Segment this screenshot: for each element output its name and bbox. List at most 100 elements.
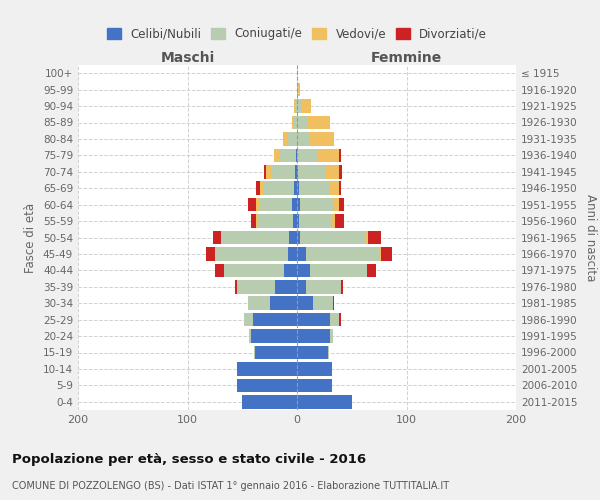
Bar	[271, 165, 295, 178]
Bar	[237, 378, 297, 392]
Bar	[298, 165, 325, 178]
Bar	[382, 247, 392, 260]
Bar	[297, 116, 308, 129]
Bar	[297, 83, 298, 96]
Bar	[298, 83, 300, 96]
Bar	[256, 214, 257, 228]
Bar	[297, 346, 328, 359]
Bar	[292, 198, 297, 211]
Bar	[297, 182, 299, 195]
Bar	[333, 198, 338, 211]
Bar	[330, 330, 333, 343]
Bar	[284, 264, 297, 277]
Bar	[295, 165, 297, 178]
Bar	[260, 182, 263, 195]
Bar	[330, 313, 338, 326]
Bar	[292, 116, 294, 129]
Bar	[206, 247, 215, 260]
Bar	[297, 280, 306, 293]
Bar	[341, 280, 343, 293]
Bar	[297, 296, 313, 310]
Bar	[259, 198, 292, 211]
Bar	[335, 214, 344, 228]
Bar	[212, 231, 221, 244]
Bar	[215, 247, 288, 260]
Bar	[367, 264, 376, 277]
Bar	[297, 198, 300, 211]
Bar	[330, 182, 338, 195]
Bar	[256, 198, 259, 211]
Text: Maschi: Maschi	[160, 51, 215, 65]
Bar	[306, 280, 341, 293]
Bar	[297, 247, 306, 260]
Bar	[251, 214, 256, 228]
Bar	[338, 165, 342, 178]
Bar	[368, 231, 382, 244]
Bar	[288, 132, 297, 145]
Bar	[264, 165, 266, 178]
Bar	[294, 100, 295, 113]
Bar	[289, 231, 297, 244]
Bar	[257, 214, 293, 228]
Bar	[338, 148, 341, 162]
Bar	[266, 165, 271, 178]
Bar	[294, 116, 297, 129]
Bar	[251, 330, 297, 343]
Bar	[237, 362, 297, 376]
Bar	[248, 198, 256, 211]
Text: Femmine: Femmine	[371, 51, 442, 65]
Y-axis label: Anni di nascita: Anni di nascita	[584, 194, 597, 281]
Y-axis label: Fasce di età: Fasce di età	[25, 202, 37, 272]
Bar	[248, 296, 269, 310]
Bar	[338, 313, 341, 326]
Bar	[297, 231, 300, 244]
Bar	[269, 296, 297, 310]
Bar	[306, 247, 380, 260]
Bar	[274, 148, 280, 162]
Bar	[215, 264, 224, 277]
Bar	[263, 182, 294, 195]
Bar	[224, 264, 284, 277]
Bar	[249, 330, 251, 343]
Bar	[333, 296, 334, 310]
Bar	[280, 148, 296, 162]
Bar	[288, 247, 297, 260]
Bar	[302, 100, 311, 113]
Bar	[275, 280, 297, 293]
Bar	[297, 132, 310, 145]
Bar	[332, 214, 335, 228]
Bar	[338, 182, 341, 195]
Bar	[242, 395, 297, 408]
Bar	[221, 231, 289, 244]
Bar	[310, 132, 334, 145]
Bar	[297, 214, 299, 228]
Bar	[313, 296, 333, 310]
Bar	[297, 100, 302, 113]
Bar	[317, 148, 338, 162]
Text: Popolazione per età, sesso e stato civile - 2016: Popolazione per età, sesso e stato civil…	[12, 452, 366, 466]
Bar	[310, 264, 367, 277]
Bar	[300, 198, 333, 211]
Bar	[244, 313, 253, 326]
Bar	[297, 313, 330, 326]
Bar	[283, 132, 288, 145]
Bar	[254, 346, 256, 359]
Bar	[300, 231, 366, 244]
Bar	[325, 165, 338, 178]
Bar	[256, 346, 297, 359]
Bar	[338, 198, 344, 211]
Bar	[366, 231, 368, 244]
Bar	[253, 313, 297, 326]
Bar	[235, 280, 237, 293]
Bar	[293, 214, 297, 228]
Bar	[297, 148, 317, 162]
Bar	[299, 182, 330, 195]
Bar	[297, 330, 330, 343]
Bar	[297, 395, 352, 408]
Bar	[297, 264, 310, 277]
Bar	[328, 346, 329, 359]
Bar	[297, 165, 298, 178]
Bar	[296, 148, 297, 162]
Bar	[237, 280, 275, 293]
Bar	[294, 182, 297, 195]
